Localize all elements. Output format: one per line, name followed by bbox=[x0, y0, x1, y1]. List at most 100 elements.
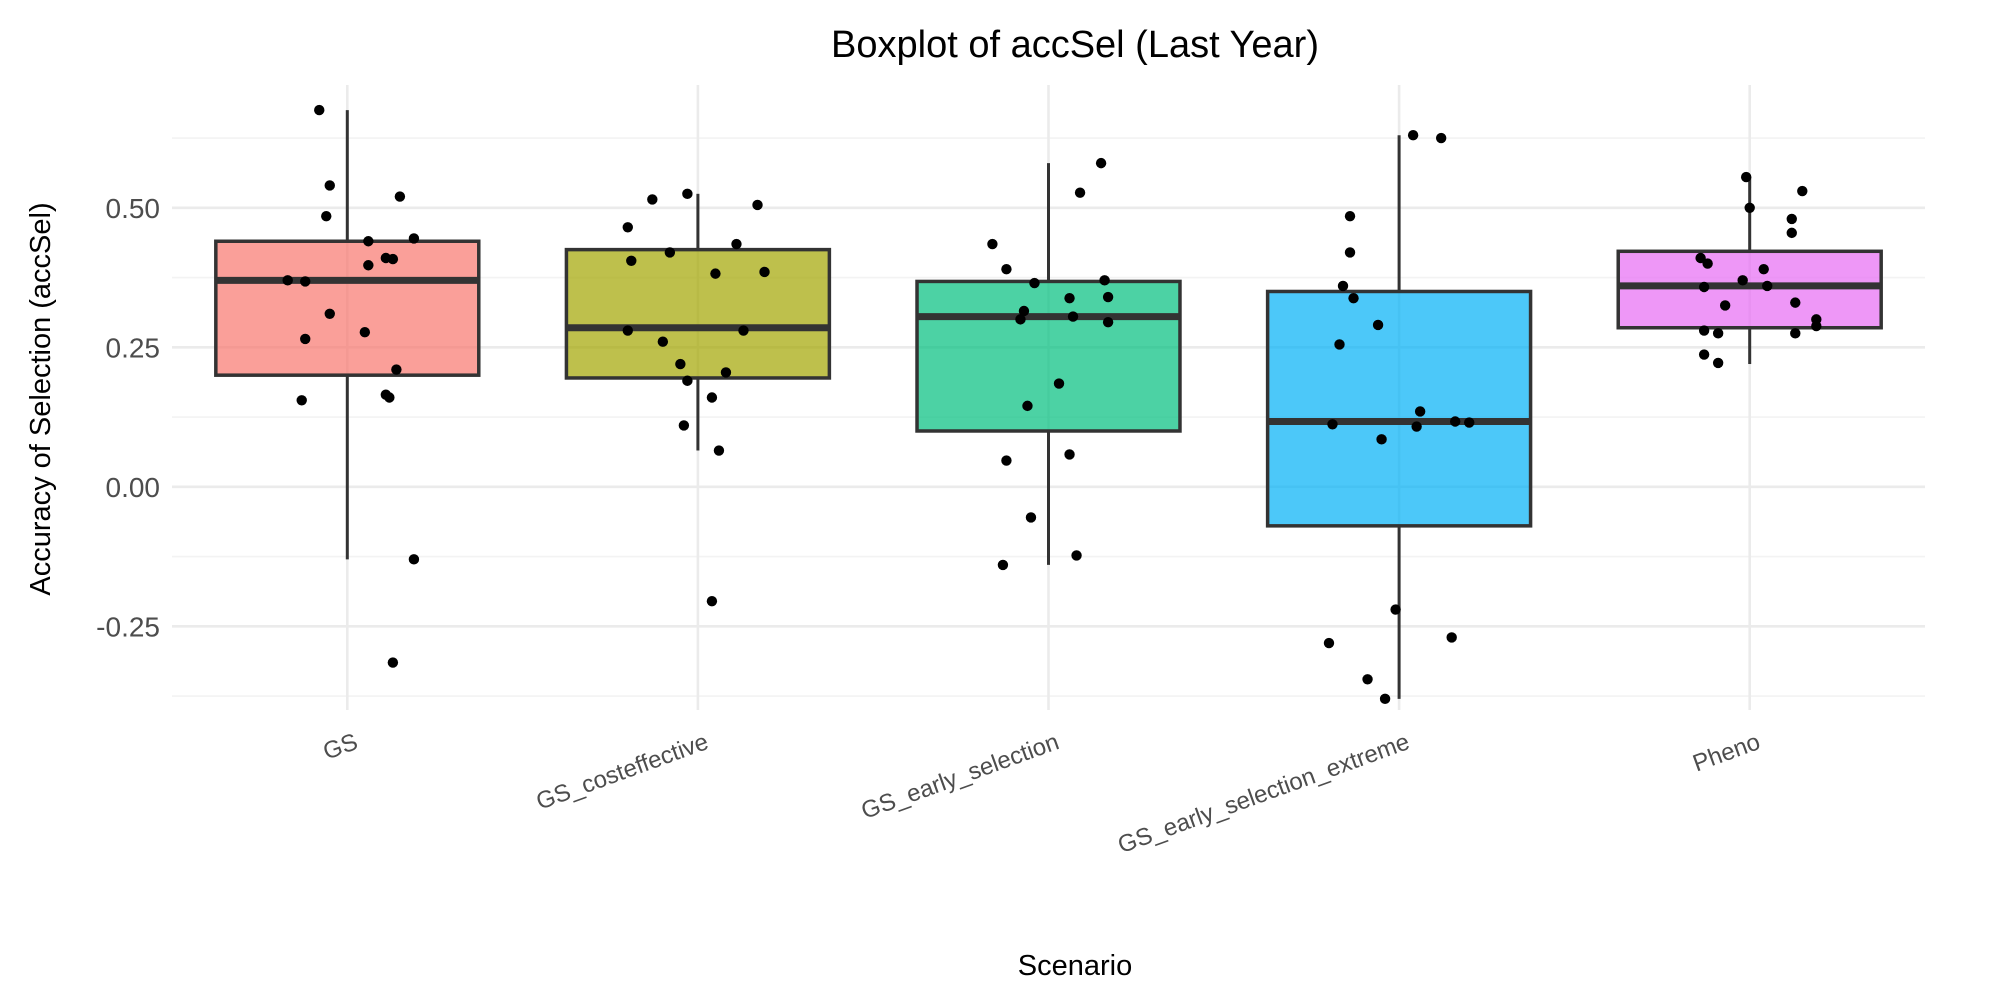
data-point bbox=[1018, 305, 1030, 317]
data-point bbox=[1449, 416, 1461, 427]
data-point bbox=[1712, 357, 1724, 369]
y-tick-label: -0.25 bbox=[96, 611, 160, 642]
data-point bbox=[1022, 400, 1033, 412]
data-point bbox=[1786, 227, 1797, 239]
x-axis-ticks: GS GS_costeffective GS_early_selection GS_e… bbox=[320, 728, 1764, 859]
data-point bbox=[391, 364, 402, 375]
data-point bbox=[710, 268, 721, 279]
data-point bbox=[720, 367, 732, 378]
box-rect bbox=[564, 247, 832, 380]
data-point bbox=[1744, 202, 1755, 213]
box-GS_early_selection_extreme bbox=[1265, 135, 1533, 699]
x-tick-label: GS bbox=[320, 728, 362, 765]
data-point bbox=[713, 445, 725, 456]
data-point bbox=[1411, 421, 1422, 432]
data-point bbox=[1053, 378, 1065, 389]
data-point bbox=[1390, 604, 1401, 615]
data-point bbox=[282, 275, 293, 286]
data-point bbox=[1334, 339, 1345, 350]
data-point bbox=[622, 325, 633, 336]
data-point bbox=[300, 276, 311, 287]
data-point bbox=[300, 333, 311, 345]
data-point bbox=[622, 222, 633, 233]
data-point bbox=[1337, 280, 1349, 292]
data-point bbox=[997, 559, 1009, 571]
data-point bbox=[1712, 328, 1724, 339]
data-point bbox=[1762, 280, 1773, 292]
data-point bbox=[324, 308, 335, 319]
data-point bbox=[1446, 632, 1457, 643]
x-tick-label: GS_early_selection bbox=[858, 728, 1063, 825]
data-point bbox=[1702, 258, 1713, 269]
box-GS bbox=[214, 110, 481, 560]
data-point bbox=[387, 253, 399, 265]
data-point bbox=[1407, 130, 1419, 141]
data-point bbox=[1790, 328, 1801, 339]
box-Pheno bbox=[1616, 177, 1883, 365]
data-point bbox=[1464, 417, 1475, 428]
data-point bbox=[682, 188, 693, 200]
data-point bbox=[682, 375, 693, 386]
data-point bbox=[296, 395, 307, 406]
box-rect bbox=[214, 239, 481, 377]
data-point bbox=[363, 260, 374, 271]
data-point bbox=[1067, 311, 1079, 322]
data-point bbox=[1362, 674, 1373, 685]
data-point bbox=[1071, 550, 1082, 561]
data-point bbox=[1099, 275, 1110, 286]
data-point bbox=[647, 194, 658, 205]
box-rect bbox=[1616, 249, 1883, 330]
data-point bbox=[1029, 277, 1040, 289]
data-point bbox=[1015, 314, 1026, 325]
data-point bbox=[314, 104, 325, 116]
data-point bbox=[1344, 210, 1356, 222]
box-rect bbox=[915, 279, 1182, 433]
data-point bbox=[626, 255, 637, 266]
data-point bbox=[675, 358, 686, 370]
data-point bbox=[1758, 263, 1769, 275]
data-point bbox=[1102, 316, 1114, 328]
data-point bbox=[657, 336, 669, 347]
data-point bbox=[1095, 157, 1107, 169]
data-point bbox=[1376, 434, 1387, 445]
data-point bbox=[359, 327, 371, 338]
data-point bbox=[759, 266, 770, 278]
boxplot-boxes bbox=[214, 110, 1883, 699]
data-point bbox=[752, 199, 763, 211]
data-point bbox=[987, 238, 998, 250]
data-point bbox=[1344, 247, 1356, 258]
y-tick-label: 0.00 bbox=[106, 472, 161, 503]
data-point bbox=[324, 180, 335, 191]
data-point bbox=[1025, 512, 1037, 523]
data-point bbox=[1323, 637, 1335, 649]
box-rect bbox=[1265, 289, 1533, 528]
data-point bbox=[1414, 406, 1426, 417]
data-point bbox=[1811, 320, 1822, 332]
data-point bbox=[1348, 292, 1359, 304]
chart-title: Boxplot of accSel (Last Year) bbox=[831, 24, 1319, 66]
data-point bbox=[1435, 132, 1447, 144]
data-point bbox=[1102, 291, 1114, 303]
data-point bbox=[1786, 213, 1797, 225]
x-tick-label: Pheno bbox=[1689, 728, 1763, 777]
data-point bbox=[1074, 187, 1086, 198]
data-point bbox=[363, 236, 374, 247]
data-point bbox=[1719, 300, 1731, 311]
x-tick-label: GS_early_selection_extreme bbox=[1114, 728, 1413, 859]
data-point bbox=[678, 420, 690, 431]
data-point bbox=[1698, 281, 1710, 293]
data-point bbox=[321, 210, 332, 222]
data-point bbox=[1797, 185, 1808, 197]
data-point bbox=[1001, 263, 1012, 275]
x-axis-title: Scenario bbox=[1018, 950, 1132, 982]
data-point bbox=[706, 392, 718, 403]
data-point bbox=[731, 238, 742, 250]
data-point bbox=[408, 233, 420, 244]
data-point bbox=[394, 191, 406, 202]
box-GS_costeffective bbox=[564, 193, 832, 451]
y-tick-label: 0.50 bbox=[106, 193, 161, 224]
jitter-points bbox=[282, 104, 1822, 705]
y-axis-title: Accuracy of Selection (accSel) bbox=[25, 202, 57, 595]
data-point bbox=[1327, 419, 1338, 430]
data-point bbox=[1698, 325, 1710, 336]
